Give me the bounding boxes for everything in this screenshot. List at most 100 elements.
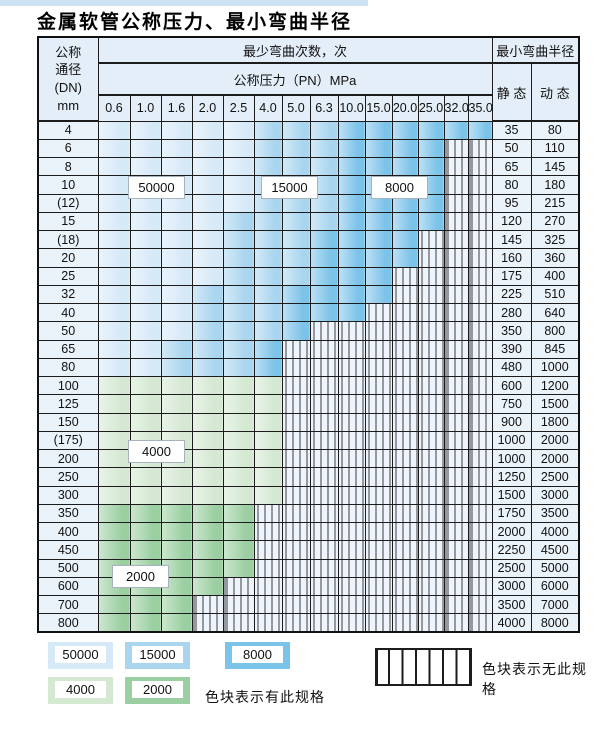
- dn-cell: (12): [37, 193, 99, 213]
- legend-text-unavailable: 色块表示无此规格: [482, 661, 587, 697]
- no-spec-cell: [309, 375, 339, 396]
- spec-cell: [160, 521, 193, 542]
- spec-cell: [97, 284, 131, 305]
- no-spec-cell: [309, 576, 339, 597]
- no-spec-cell: [364, 467, 393, 487]
- static-radius-cell: 480: [491, 357, 532, 378]
- no-spec-cell: [417, 248, 445, 268]
- no-spec-cell: [443, 284, 469, 305]
- spec-cell: [160, 357, 193, 378]
- spec-cell: [191, 248, 224, 268]
- spec-cell: [97, 302, 131, 323]
- no-spec-cell: [364, 394, 393, 414]
- spec-cell: [129, 266, 162, 286]
- dn-cell: 125: [37, 394, 99, 414]
- spec-cell: [281, 266, 311, 286]
- no-spec-cell: [467, 321, 493, 341]
- dynamic-radius-cell: 215: [530, 193, 580, 213]
- spec-cell: [364, 284, 393, 305]
- no-spec-cell: [391, 339, 419, 359]
- no-spec-cell: [337, 613, 366, 633]
- spec-cell: [191, 339, 224, 359]
- legend-swatch-50000: 50000: [48, 642, 113, 669]
- no-spec-cell: [337, 430, 366, 451]
- spec-cell: [417, 138, 445, 159]
- spec-cell: [222, 521, 255, 542]
- spec-cell: [97, 430, 131, 451]
- no-spec-cell: [417, 266, 445, 286]
- no-spec-cell: [281, 448, 311, 469]
- spec-cell: [160, 339, 193, 359]
- spec-cell: [160, 503, 193, 524]
- spec-cell: [364, 156, 393, 177]
- spec-cell: [191, 521, 224, 542]
- spec-cell: [160, 613, 193, 633]
- dynamic-header: 动 态: [530, 62, 580, 122]
- spec-cell: [281, 302, 311, 323]
- no-spec-cell: [364, 521, 393, 542]
- spec-cell: [253, 448, 283, 469]
- spec-cell: [253, 302, 283, 323]
- spec-cell: [97, 193, 131, 213]
- legend-swatch-label: 4000: [55, 681, 106, 698]
- spec-cell: [160, 229, 193, 250]
- no-spec-cell: [364, 558, 393, 578]
- pressure-col-header: 25.0: [417, 94, 445, 122]
- dn-cell: 400: [37, 521, 99, 542]
- pressure-col-header: 1.0: [129, 94, 162, 122]
- spec-cell: [129, 248, 162, 268]
- spec-cell: [253, 211, 283, 232]
- spec-cell: [191, 193, 224, 213]
- pressure-col-header: 2.0: [191, 94, 224, 122]
- spec-cell: [281, 321, 311, 341]
- table-row: 10 80 180: [37, 175, 580, 195]
- no-spec-cell: [309, 339, 339, 359]
- spec-cell: [129, 284, 162, 305]
- spec-cell: [391, 229, 419, 250]
- dn-cell: 800: [37, 613, 99, 633]
- table-row: 700 3500 7000: [37, 594, 580, 615]
- decorative-top-strip: [0, 0, 368, 6]
- spec-cell: [253, 120, 283, 140]
- no-spec-cell: [391, 503, 419, 524]
- no-spec-cell: [443, 594, 469, 615]
- spec-cell: [191, 156, 224, 177]
- spec-cell: [222, 248, 255, 268]
- spec-cell: [337, 211, 366, 232]
- spec-cell: [281, 156, 311, 177]
- spec-cell: [129, 467, 162, 487]
- legend-text-available: 色块表示有此规格: [205, 689, 325, 705]
- dn-header-line: (DN): [54, 80, 82, 95]
- static-radius-cell: 175: [491, 266, 532, 286]
- no-spec-cell: [281, 576, 311, 597]
- spec-cell: [222, 503, 255, 524]
- spec-cell: [222, 558, 255, 578]
- legend: 50000 15000 8000 4000 2000 色块表示有此规格 色块表示无此规格: [0, 631, 600, 743]
- spec-cell: [191, 229, 224, 250]
- spec-cell: [97, 266, 131, 286]
- no-spec-cell: [281, 540, 311, 560]
- spec-cell: [443, 120, 469, 140]
- no-spec-cell: [391, 412, 419, 432]
- no-spec-cell: [443, 156, 469, 177]
- no-spec-cell: [467, 412, 493, 432]
- no-spec-cell: [391, 521, 419, 542]
- spec-cell: [364, 248, 393, 268]
- spec-cell: [222, 120, 255, 140]
- no-spec-cell: [309, 357, 339, 378]
- table-row: 8 65 145: [37, 156, 580, 177]
- dn-cell: 20: [37, 248, 99, 268]
- dynamic-radius-cell: 400: [530, 266, 580, 286]
- static-radius-cell: 2250: [491, 540, 532, 560]
- no-spec-cell: [337, 467, 366, 487]
- no-spec-cell: [281, 613, 311, 633]
- no-spec-cell: [443, 540, 469, 560]
- dn-cell: 450: [37, 540, 99, 560]
- spec-cell: [160, 120, 193, 140]
- static-radius-cell: 4000: [491, 613, 532, 633]
- no-spec-cell: [191, 613, 224, 633]
- spec-cell: [129, 613, 162, 633]
- dn-cell: 6: [37, 138, 99, 159]
- static-radius-cell: 65: [491, 156, 532, 177]
- no-spec-cell: [364, 339, 393, 359]
